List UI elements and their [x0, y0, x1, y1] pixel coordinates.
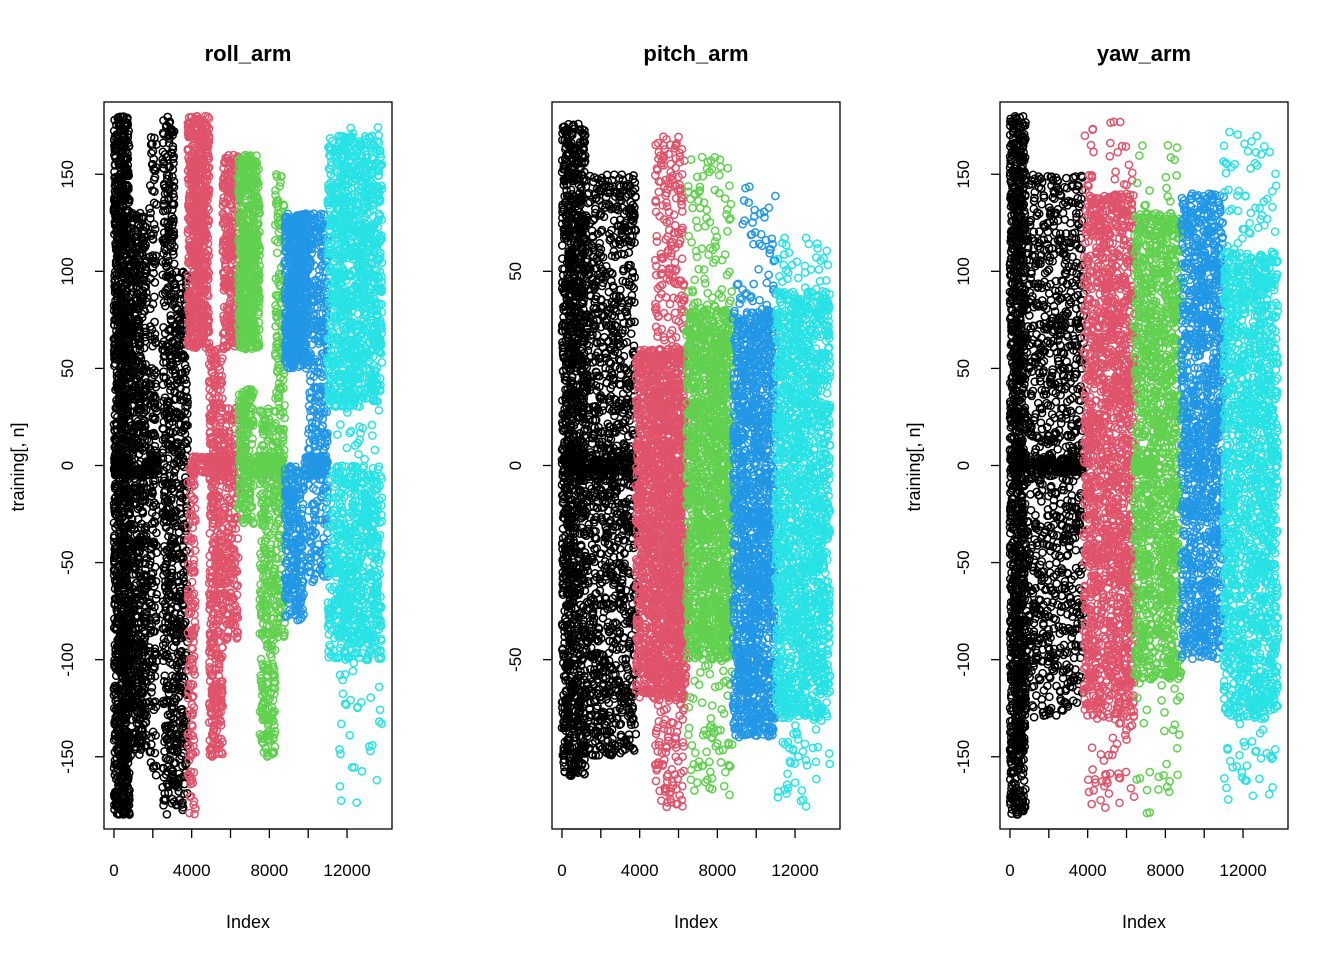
data-point	[148, 146, 158, 156]
data-point	[162, 809, 172, 819]
chart-title: roll_arm	[205, 41, 292, 66]
data-point	[205, 658, 214, 667]
series-1	[109, 112, 193, 819]
x-axis-label: Index	[226, 912, 270, 932]
data-point	[151, 770, 161, 780]
plot-points	[109, 111, 387, 819]
panel-roll-arm: roll_arm Index training[, n] 0 4000 8000 12…	[8, 41, 393, 932]
data-point	[159, 800, 168, 810]
y-axis-label: training[, n]	[8, 422, 28, 511]
data-point	[150, 317, 159, 327]
series-2	[183, 111, 243, 819]
data-point	[149, 292, 159, 302]
data-point	[147, 687, 156, 697]
data-point	[145, 204, 154, 213]
